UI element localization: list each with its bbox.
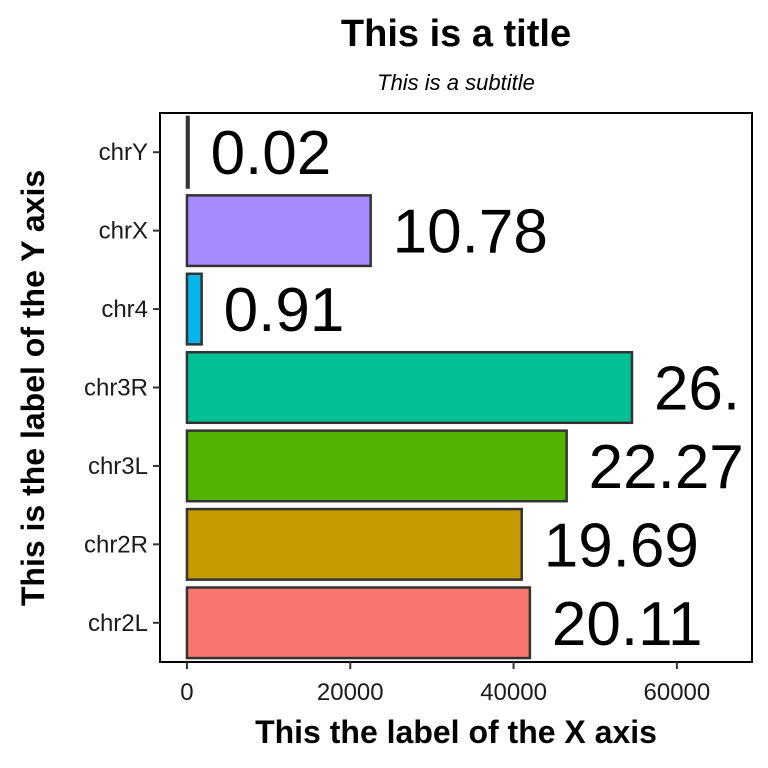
x-tick-label-60000: 60000 xyxy=(644,679,711,706)
chart-subtitle: This is a subtitle xyxy=(377,70,535,95)
y-tick-label-chr2L: chr2L xyxy=(88,610,148,637)
x-tick-label-0: 0 xyxy=(180,679,193,706)
data-label-chr4: 0.91 xyxy=(224,276,345,345)
bar-chrX xyxy=(185,194,372,268)
bars-layer xyxy=(185,115,634,660)
chart-title: This is a title xyxy=(341,13,571,55)
data-label-chr2L: 20.11 xyxy=(552,590,703,659)
y-tick-label-chrX: chrX xyxy=(99,218,148,245)
data-labels-layer: 20.11 19.69 22.27 26. 0.91 10.78 0.02 xyxy=(211,119,744,659)
x-tick-label-40000: 40000 xyxy=(480,679,547,706)
data-label-chr3L: 22.27 xyxy=(589,433,744,502)
data-label-chrY: 0.02 xyxy=(211,119,332,188)
bar-chr2R xyxy=(185,507,523,581)
y-tick-label-chr4: chr4 xyxy=(101,296,148,323)
y-axis: chr2L chr2R chr3L chr3R chr4 chrX chrY xyxy=(84,139,160,637)
y-tick-label-chrY: chrY xyxy=(99,139,148,166)
x-tick-label-20000: 20000 xyxy=(317,679,384,706)
bar-chrY xyxy=(185,115,190,189)
y-tick-label-chr3R: chr3R xyxy=(84,375,148,402)
x-axis-title: This the label of the X axis xyxy=(255,714,657,750)
y-tick-label-chr2R: chr2R xyxy=(84,531,148,558)
bar-chr3L xyxy=(185,429,568,503)
bar-chr4 xyxy=(185,272,203,346)
bar-chr3R xyxy=(185,350,634,425)
y-axis-title: This is the label of the Y axis xyxy=(15,170,51,606)
data-label-chr3R: 26. xyxy=(654,355,740,424)
data-label-chrX: 10.78 xyxy=(393,198,548,267)
bar-chr2L xyxy=(185,586,532,660)
data-label-chr2R: 19.69 xyxy=(544,511,699,580)
y-tick-label-chr3L: chr3L xyxy=(88,453,148,480)
x-axis: 0 20000 40000 60000 xyxy=(180,662,710,706)
